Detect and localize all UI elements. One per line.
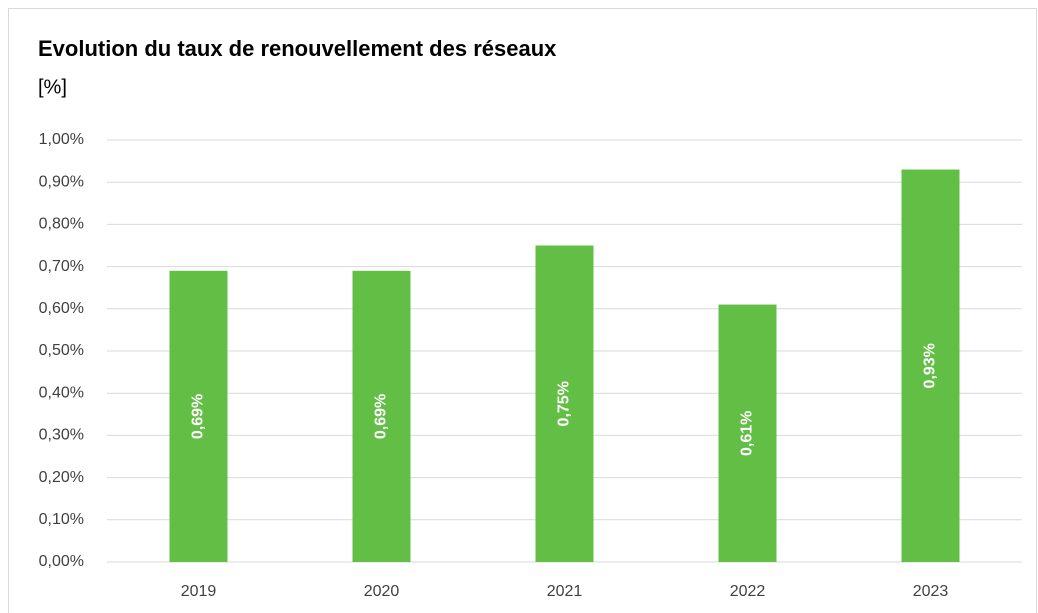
bar	[901, 169, 960, 563]
x-tick-label: 2023	[913, 583, 949, 600]
y-tick-label: 1,00%	[39, 131, 84, 148]
x-tick-label: 2020	[364, 583, 400, 600]
x-tick-label: 2019	[181, 583, 217, 600]
y-tick-label: 0,70%	[39, 258, 84, 275]
value-label: 0,69%	[190, 394, 207, 439]
y-tick-label: 0,20%	[39, 469, 84, 486]
y-tick-label: 0,50%	[39, 342, 84, 359]
bar	[352, 270, 411, 562]
value-label: 0,93%	[922, 343, 939, 388]
y-tick-label: 0,10%	[39, 511, 84, 528]
chart-title: Evolution du taux de renouvellement des …	[38, 36, 557, 61]
y-axis-label: [%]	[38, 76, 67, 98]
x-tick-label: 2021	[547, 583, 583, 600]
y-tick-label: 0,40%	[39, 384, 84, 401]
x-tick-label: 2022	[730, 583, 766, 600]
chart-frame	[8, 8, 1037, 613]
bar	[535, 245, 594, 562]
y-tick-label: 0,30%	[39, 427, 84, 444]
y-tick-label: 0,80%	[39, 216, 84, 233]
bar	[718, 304, 777, 562]
value-label: 0,61%	[739, 411, 756, 456]
value-label: 0,75%	[556, 381, 573, 426]
y-tick-label: 0,90%	[39, 173, 84, 190]
y-tick-label: 0,00%	[39, 553, 84, 570]
y-tick-label: 0,60%	[39, 300, 84, 317]
value-label: 0,69%	[373, 394, 390, 439]
bar	[169, 270, 228, 562]
